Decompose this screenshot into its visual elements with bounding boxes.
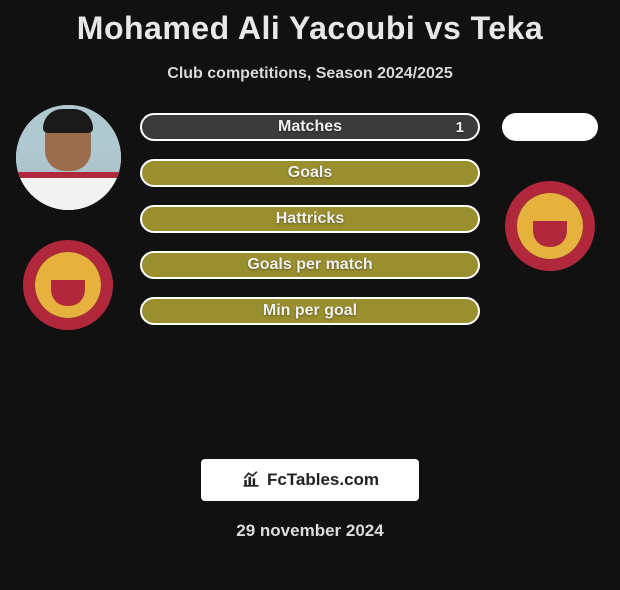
player-left-avatar: [16, 105, 121, 210]
player-left-club-crest: [23, 240, 113, 330]
stat-bar: Matches 1: [140, 113, 480, 141]
stat-label: Goals per match: [247, 256, 372, 274]
stat-value-right: 1: [456, 119, 464, 136]
logo-text: FcTables.com: [267, 470, 379, 490]
comparison-area: Matches 1 Goals Hattricks Goals per match Min…: [0, 105, 620, 465]
stat-label: Goals: [288, 164, 332, 182]
stat-bar: Goals: [140, 159, 480, 187]
stat-label: Matches: [278, 118, 342, 136]
stat-bar: Hattricks: [140, 205, 480, 233]
stat-label: Hattricks: [276, 210, 344, 228]
left-player-column: [8, 105, 128, 330]
stat-bar: Goals per match: [140, 251, 480, 279]
page-title: Mohamed Ali Yacoubi vs Teka: [0, 10, 620, 47]
stat-bars-container: Matches 1 Goals Hattricks Goals per match Min…: [140, 113, 480, 325]
footer: FcTables.com: [0, 459, 620, 501]
stat-bar: Min per goal: [140, 297, 480, 325]
stat-label: Min per goal: [263, 302, 357, 320]
chart-icon: [241, 470, 261, 490]
right-player-column: [490, 105, 610, 271]
player-right-club-crest: [505, 181, 595, 271]
player-right-avatar-placeholder: [502, 113, 598, 141]
subtitle: Club competitions, Season 2024/2025: [0, 65, 620, 83]
date-line: 29 november 2024: [0, 521, 620, 541]
fctables-logo[interactable]: FcTables.com: [201, 459, 419, 501]
